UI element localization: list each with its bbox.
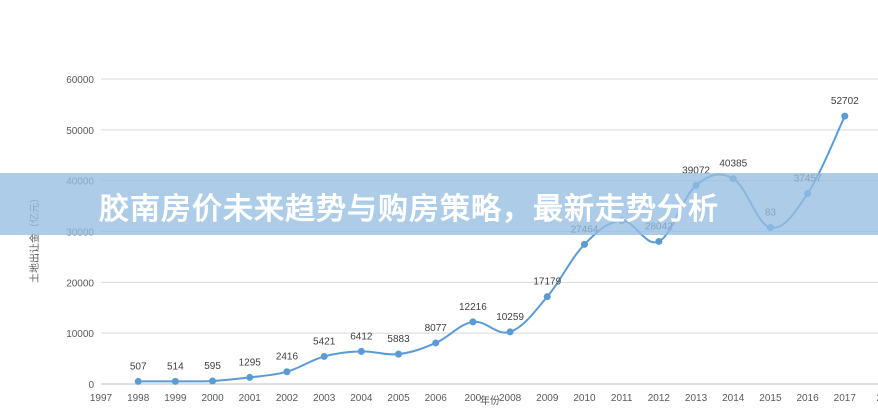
data-label: 6412 [350,331,373,342]
data-point [655,237,663,245]
data-label: 8077 [425,323,448,334]
x-tick-label: 2014 [722,393,745,404]
x-tick-label: 1997 [90,393,113,404]
data-label: 39072 [682,165,710,176]
x-tick-label: 1999 [164,393,187,404]
data-point [469,318,477,326]
x-tick-label: 2005 [387,393,410,404]
x-tick-label: 2017 [834,393,857,404]
data-point [320,352,328,360]
data-points [134,112,849,385]
data-label: 40385 [719,159,747,170]
data-point [543,293,551,301]
x-tick-label: 2015 [759,393,782,404]
data-label: 507 [130,361,147,372]
title-banner [0,173,878,235]
banner-title: 胶南房价未来趋势与购房策略，最新走势分析 [99,192,719,227]
y-tick-label: 60000 [66,75,94,86]
data-point [432,339,440,347]
data-point [246,373,254,381]
x-tick-label: 2003 [313,393,336,404]
data-label: 12216 [459,302,487,313]
data-label: 10259 [496,312,524,323]
data-label: 2416 [276,352,299,363]
data-label: 52702 [831,96,859,107]
x-tick-label: 20 [876,393,878,404]
x-tick-label: 2012 [648,393,671,404]
data-point [506,328,514,336]
x-tick-label: 2002 [276,393,299,404]
data-point [841,112,849,120]
data-label: 514 [167,361,184,372]
x-tick-label: 2001 [239,393,262,404]
series-line [138,115,846,383]
x-tick-label: 200 [465,393,482,404]
data-label: 17179 [533,277,561,288]
x-tick-label: 2009 [536,393,559,404]
data-point [395,350,403,358]
data-label: 1295 [239,357,262,368]
data-point [283,368,291,376]
y-tick-label: 0 [88,380,94,391]
data-point [357,347,365,355]
y-tick-label: 10000 [66,329,94,340]
x-tick-label: 2006 [425,393,448,404]
x-tick-label: 2000 [201,393,224,404]
x-tick-label: 2013 [685,393,708,404]
x-tick-label: 2016 [796,393,819,404]
x-tick-label: 2004 [350,393,373,404]
data-point [580,240,588,248]
data-point [171,377,179,385]
data-label: 595 [204,361,221,372]
data-label: 5421 [313,336,336,347]
data-point [209,377,217,385]
y-tick-label: 20000 [66,278,94,289]
x-tick-labels: 1997 1998 1999 2000 2001 2002 2003 2004 2005 2006… [90,393,878,404]
data-label: 5883 [387,334,410,345]
x-tick-label: 2010 [573,393,596,404]
data-point [134,377,142,385]
x-tick-label: 2011 [611,393,633,404]
x-tick-label: 2008 [499,393,522,404]
x-tick-label: 1998 [127,393,150,404]
y-tick-label: 50000 [66,126,94,137]
